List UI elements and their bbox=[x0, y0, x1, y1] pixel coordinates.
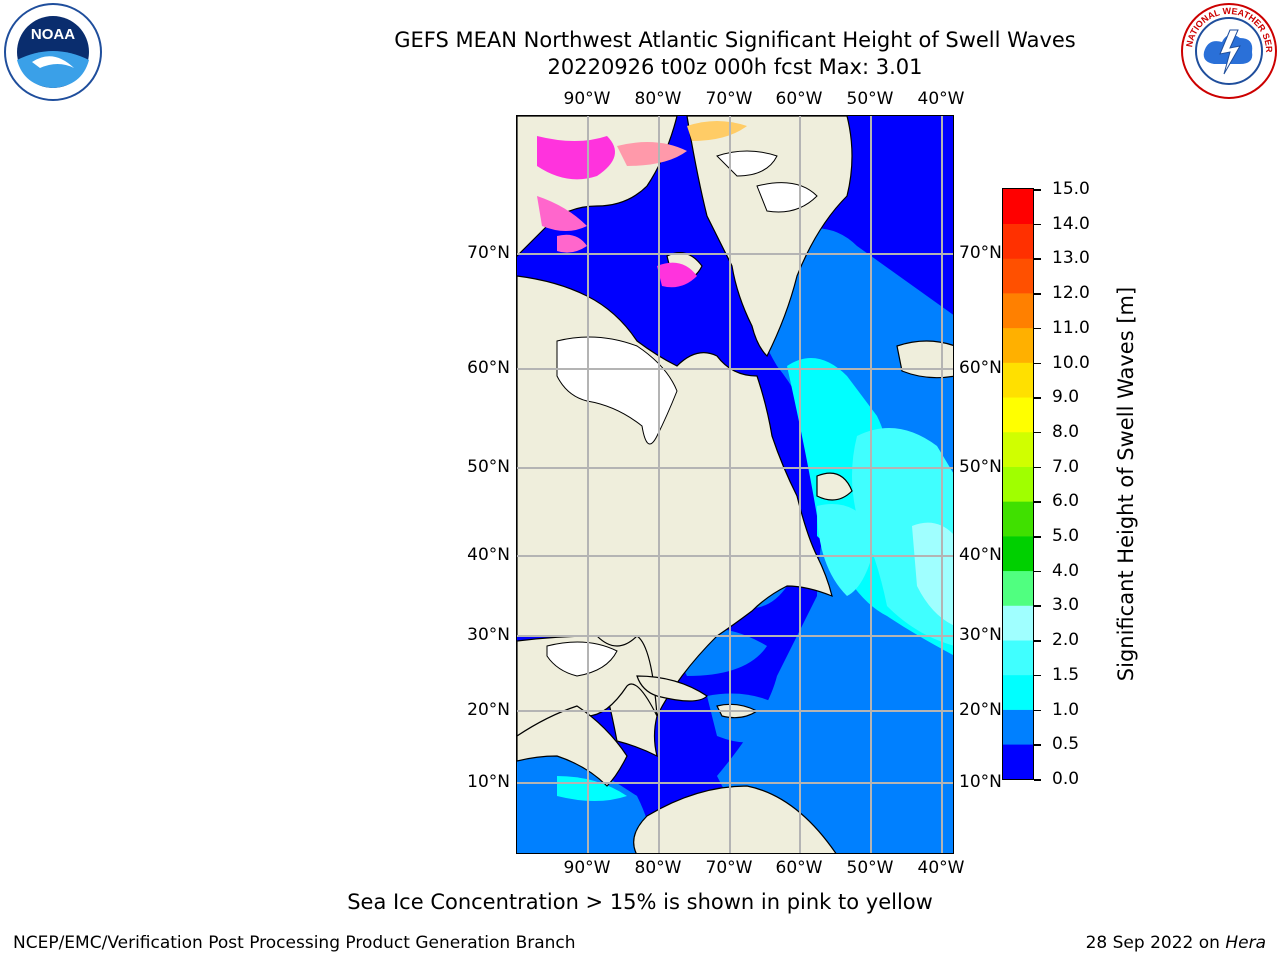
lat-label-right: 50°N bbox=[959, 457, 1002, 477]
credit-text: NCEP/EMC/Verification Post Processing Pr… bbox=[13, 933, 576, 953]
colorbar-segment bbox=[1003, 709, 1033, 745]
lat-label-right: 30°N bbox=[959, 625, 1002, 645]
colorbar-segment bbox=[1003, 397, 1033, 433]
lat-label-left: 70°N bbox=[467, 243, 510, 263]
colorbar-tick-label: 0.5 bbox=[1052, 734, 1080, 755]
colorbar-tick bbox=[1034, 431, 1041, 434]
lon-label-bottom: 40°W bbox=[917, 858, 965, 878]
colorbar-segment bbox=[1003, 293, 1033, 329]
lon-label-top: 90°W bbox=[563, 89, 611, 109]
colorbar-tick bbox=[1034, 674, 1041, 677]
colorbar-tick bbox=[1034, 466, 1041, 469]
lat-label-right: 70°N bbox=[959, 243, 1002, 263]
colorbar-segment bbox=[1003, 362, 1033, 398]
lon-label-top: 70°W bbox=[705, 89, 753, 109]
colorbar-tick-label: 5.0 bbox=[1052, 526, 1080, 547]
lon-label-bottom: 80°W bbox=[634, 858, 682, 878]
colorbar-tick-label: 0.0 bbox=[1052, 769, 1080, 789]
lat-label-left: 50°N bbox=[467, 457, 510, 477]
colorbar-tick-label: 14.0 bbox=[1052, 213, 1090, 234]
colorbar-tick-label: 13.0 bbox=[1052, 248, 1090, 269]
colorbar-tick bbox=[1034, 501, 1041, 503]
colorbar bbox=[1002, 188, 1034, 780]
colorbar-tick-label: 9.0 bbox=[1052, 387, 1080, 408]
colorbar-tick-label: 4.0 bbox=[1052, 560, 1080, 581]
colorbar-tick-label: 3.0 bbox=[1052, 595, 1080, 616]
colorbar-tick-label: 10.0 bbox=[1052, 352, 1090, 373]
colorbar-tick-label: 11.0 bbox=[1052, 317, 1090, 338]
lon-label-top: 80°W bbox=[634, 89, 682, 109]
colorbar-tick-label: 12.0 bbox=[1052, 283, 1090, 304]
colorbar-tick bbox=[1034, 258, 1041, 260]
chart-subtitle: 20220926 t00z 000h fcst Max: 3.01 bbox=[547, 55, 923, 79]
colorbar-tick bbox=[1034, 362, 1041, 365]
colorbar-tick bbox=[1034, 293, 1041, 295]
colorbar-tick-label: 8.0 bbox=[1052, 421, 1080, 442]
colorbar-segment bbox=[1003, 640, 1033, 676]
sea-ice-note: Sea Ice Concentration > 15% is shown in … bbox=[347, 890, 933, 914]
lon-label-bottom: 90°W bbox=[563, 858, 611, 878]
lat-label-left: 10°N bbox=[467, 772, 510, 792]
map-panel bbox=[516, 115, 954, 854]
colorbar-tick bbox=[1034, 223, 1041, 226]
lat-label-right: 40°N bbox=[959, 545, 1002, 565]
colorbar-tick bbox=[1034, 640, 1041, 642]
national-weather-service-logo: NATIONAL WEATHER SERVICE bbox=[1180, 2, 1277, 99]
noaa-logo: NOAA bbox=[4, 3, 102, 101]
colorbar-segment bbox=[1003, 189, 1033, 225]
colorbar-segment bbox=[1003, 744, 1033, 779]
issue-date-text: 28 Sep 2022 on bbox=[1085, 933, 1220, 953]
lat-label-right: 60°N bbox=[959, 358, 1002, 378]
graticule bbox=[517, 116, 953, 853]
colorbar-segment bbox=[1003, 501, 1033, 537]
chart-title: GEFS MEAN Northwest Atlantic Significant… bbox=[394, 28, 1076, 52]
colorbar-tick bbox=[1034, 605, 1041, 607]
colorbar-segment bbox=[1003, 466, 1033, 502]
lon-label-top: 60°W bbox=[775, 89, 823, 109]
lat-label-left: 40°N bbox=[467, 545, 510, 565]
lat-label-right: 10°N bbox=[959, 772, 1002, 792]
lon-label-bottom: 50°W bbox=[846, 858, 894, 878]
colorbar-title: Significant Height of Swell Waves [m] bbox=[1114, 286, 1138, 682]
colorbar-tick bbox=[1034, 779, 1041, 781]
colorbar-segment bbox=[1003, 536, 1033, 572]
colorbar-segment bbox=[1003, 258, 1033, 294]
lat-label-right: 20°N bbox=[959, 700, 1002, 720]
colorbar-segment bbox=[1003, 431, 1033, 467]
colorbar-segment bbox=[1003, 605, 1033, 641]
colorbar-segment bbox=[1003, 570, 1033, 606]
colorbar-segment bbox=[1003, 223, 1033, 259]
colorbar-tick bbox=[1034, 744, 1041, 746]
colorbar-tick bbox=[1034, 189, 1041, 191]
colorbar-tick bbox=[1034, 397, 1041, 399]
colorbar-tick-label: 6.0 bbox=[1052, 491, 1080, 512]
lon-label-bottom: 60°W bbox=[775, 858, 823, 878]
colorbar-tick bbox=[1034, 709, 1041, 712]
colorbar-tick bbox=[1034, 570, 1041, 573]
sea-ice bbox=[537, 121, 747, 288]
lat-label-left: 30°N bbox=[467, 625, 510, 645]
colorbar-tick-label: 2.0 bbox=[1052, 630, 1080, 651]
lon-label-bottom: 70°W bbox=[705, 858, 753, 878]
colorbar-tick bbox=[1034, 327, 1041, 330]
lat-label-left: 20°N bbox=[467, 700, 510, 720]
issue-date: 28 Sep 2022 on Hera bbox=[1086, 933, 1266, 953]
colorbar-tick-label: 1.0 bbox=[1052, 699, 1080, 720]
swell-height-map bbox=[517, 116, 953, 853]
lon-label-top: 40°W bbox=[917, 89, 965, 109]
colorbar-segment bbox=[1003, 327, 1033, 363]
svg-text:NOAA: NOAA bbox=[31, 26, 75, 43]
lat-label-left: 60°N bbox=[467, 358, 510, 378]
colorbar-tick-label: 15.0 bbox=[1052, 179, 1090, 199]
colorbar-tick bbox=[1034, 536, 1041, 538]
colorbar-tick-label: 1.5 bbox=[1052, 664, 1080, 685]
colorbar-tick-label: 7.0 bbox=[1052, 456, 1080, 477]
lon-label-top: 50°W bbox=[846, 89, 894, 109]
colorbar-segment bbox=[1003, 674, 1033, 710]
host-name: Hera bbox=[1225, 933, 1266, 953]
